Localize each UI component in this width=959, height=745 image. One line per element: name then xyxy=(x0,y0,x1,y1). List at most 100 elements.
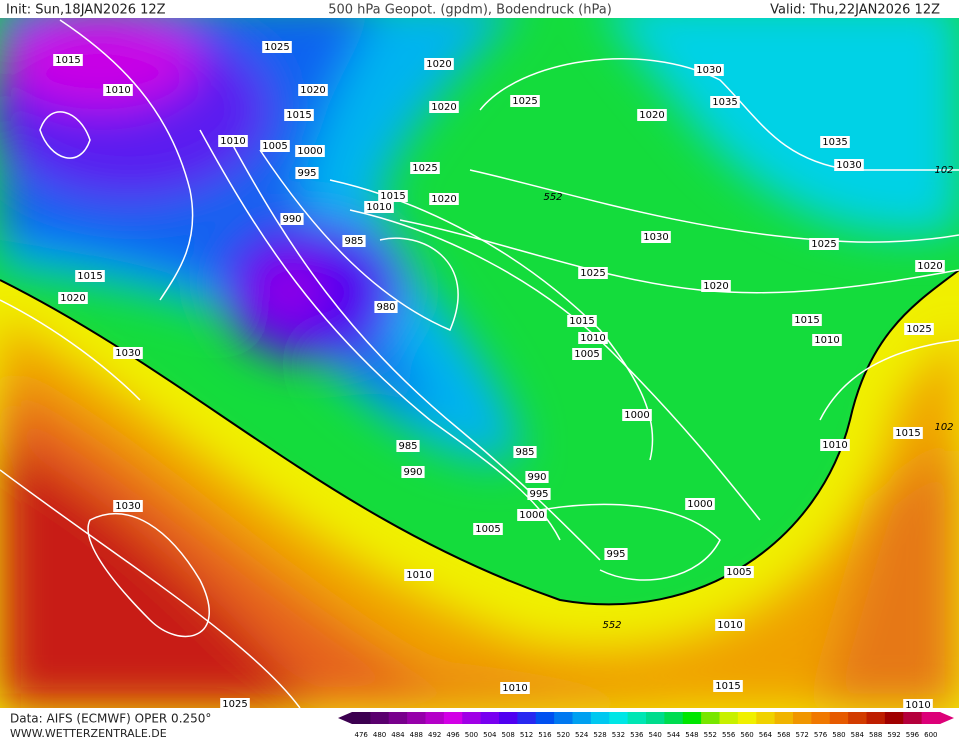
isobar-label: 985 xyxy=(344,236,363,247)
colorbar-tick-label: 576 xyxy=(814,731,828,739)
isobar-label: 1015 xyxy=(77,271,102,282)
colorbar-swatch xyxy=(407,712,426,724)
geopotential-label: 552 xyxy=(543,192,562,203)
isobar-label: 1015 xyxy=(286,110,311,121)
isobar-label: 1020 xyxy=(639,110,664,121)
isobar-label: 1010 xyxy=(905,700,930,711)
isobar-label-box xyxy=(284,109,314,121)
isobar-label: 1010 xyxy=(406,570,431,581)
colorbar-tick-label: 572 xyxy=(796,731,809,739)
isobar-label-box xyxy=(713,680,743,692)
colorbar-tick-label: 544 xyxy=(667,731,681,739)
isobar-label: 985 xyxy=(398,441,417,452)
colorbar-tick-label: 552 xyxy=(704,731,717,739)
colorbar-swatch xyxy=(590,712,610,724)
isobar-label: 1010 xyxy=(105,85,130,96)
isobar-label: 1035 xyxy=(822,137,847,148)
isobar-label: 1015 xyxy=(895,428,920,439)
geopotential-field xyxy=(0,18,959,462)
colorbar-swatch xyxy=(370,712,390,724)
colorbar-tick-label: 588 xyxy=(869,731,882,739)
colorbar-swatch xyxy=(903,712,923,724)
isobar-label: 1025 xyxy=(580,268,605,279)
isobar-label-box xyxy=(578,267,608,279)
isobar-label: 1005 xyxy=(574,349,599,360)
colorbar-tick-label: 512 xyxy=(520,731,533,739)
colorbar-tick-label: 568 xyxy=(777,731,790,739)
isobar-label: 1005 xyxy=(726,567,751,578)
isobar-label-box xyxy=(517,509,547,521)
isobar-label: 1030 xyxy=(115,501,140,512)
isobar-label: 1025 xyxy=(222,699,247,710)
geopotential-label: 552 xyxy=(602,620,621,631)
isobar-label: 1015 xyxy=(55,55,80,66)
isobar-label-box xyxy=(429,101,459,113)
colorbar-swatch xyxy=(682,712,702,724)
isobar-label: 1030 xyxy=(836,160,861,171)
isobar-label-box xyxy=(915,260,945,272)
colorbar-tick-label: 532 xyxy=(612,731,625,739)
isobar-label: 990 xyxy=(282,214,301,225)
colorbar-tick-label: 480 xyxy=(373,731,386,739)
isobar-label: 990 xyxy=(527,472,546,483)
isobar-label-box xyxy=(637,109,667,121)
isobar-label-box xyxy=(527,488,551,500)
colorbar-swatch xyxy=(627,712,647,724)
isobar-label-box xyxy=(103,84,133,96)
colorbar-tick-label: 564 xyxy=(759,731,773,739)
isobar-label-box xyxy=(510,95,540,107)
isobar-label-box xyxy=(622,409,652,421)
isobar-label: 1020 xyxy=(431,194,456,205)
isobar-label-box xyxy=(260,140,290,152)
isobar-label-box xyxy=(280,213,304,225)
colorbar-swatch xyxy=(388,712,408,724)
isobar-label-box xyxy=(401,466,425,478)
isobar-label-box xyxy=(820,439,850,451)
isobar-label-box xyxy=(724,566,754,578)
isobar-label: 1025 xyxy=(264,42,289,53)
colorbar-tick-label: 488 xyxy=(410,731,423,739)
isobar-label: 1035 xyxy=(712,97,737,108)
colorbar-swatch xyxy=(921,712,941,724)
isobar-label-box xyxy=(429,193,459,205)
isobar-label-box xyxy=(220,698,250,710)
isobar-label: 1015 xyxy=(794,315,819,326)
isobar-label-box xyxy=(75,270,105,282)
isobar-label: 1025 xyxy=(512,96,537,107)
isobar-label: 1020 xyxy=(426,59,451,70)
isobar-label-box xyxy=(685,498,715,510)
colorbar-tick-label: 496 xyxy=(446,731,460,739)
isobar-label-box xyxy=(834,159,864,171)
isobar-label: 1010 xyxy=(580,333,605,344)
isobar-label: 1000 xyxy=(519,510,544,521)
isobar-label-box xyxy=(424,58,454,70)
isobar-label-box xyxy=(904,323,934,335)
isobar-label: 1030 xyxy=(643,232,668,243)
isobar-label-box xyxy=(701,280,731,292)
isobar-labels: 1015 1025 1010 1020 1020 1030 1025 1020 1035 1015… xyxy=(53,41,954,711)
colorbar-swatch xyxy=(884,712,904,724)
isobar-label-box xyxy=(809,238,839,250)
isobar-label-box xyxy=(364,201,394,213)
isobar-label: 1000 xyxy=(687,499,712,510)
colorbar-swatch xyxy=(811,712,831,724)
colorbar-tick-label: 508 xyxy=(502,731,515,739)
colorbar-swatch xyxy=(866,712,886,724)
isobar-label-box xyxy=(58,292,88,304)
colorbar-tick-label: 584 xyxy=(851,731,865,739)
colorbar-swatch xyxy=(756,712,776,724)
isobar-label-box xyxy=(715,619,745,631)
colorbar-swatch xyxy=(480,712,500,724)
isobar-label: 990 xyxy=(403,467,422,478)
isobar-label-box xyxy=(893,427,923,439)
colorbar-swatch xyxy=(774,712,794,724)
isobar-label: 995 xyxy=(606,549,625,560)
colorbar-tick-label: 476 xyxy=(355,731,369,739)
colorbar-swatch xyxy=(462,712,482,724)
colorbar-tick-label: 504 xyxy=(483,731,497,739)
colorbar-tick-label: 540 xyxy=(649,731,662,739)
isobar-label: 1030 xyxy=(115,348,140,359)
isobar-label-box xyxy=(567,315,597,327)
isobar-label: 995 xyxy=(297,168,316,179)
isobar-label-box xyxy=(525,471,549,483)
